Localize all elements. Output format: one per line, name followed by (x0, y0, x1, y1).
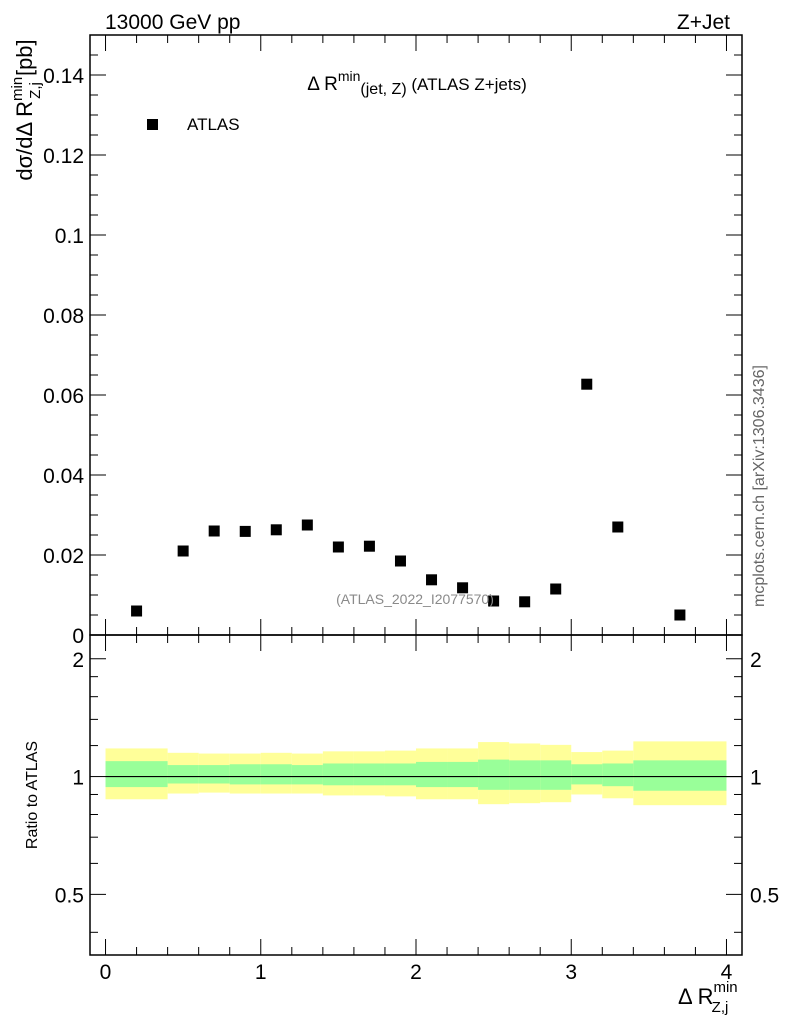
data-point (332, 541, 344, 553)
main-y-tick-label: 0.02 (43, 545, 84, 568)
green-band-bin (260, 764, 292, 785)
ratio-y-axis-label: Ratio to ATLAS (24, 741, 41, 849)
data-point (363, 540, 375, 552)
data-point (488, 595, 500, 607)
green-band-bin (353, 763, 385, 786)
ratio-y-tick-label-right: 1 (750, 767, 762, 790)
green-band-bin (478, 759, 510, 790)
main-y-tick-label: 0.1 (55, 225, 84, 248)
ratio-plot-panel: 0.5 0.5 1 1 2 2 0 1 2 3 4 Ratio to ATLAS Δ Rmin Z,… (24, 634, 779, 1016)
ratio-y-tick-label: 1 (72, 767, 84, 790)
ratio-y-tick-labels: 0.5 0.5 1 1 2 2 (55, 649, 779, 908)
side-source-label: mcplots.cern.ch [arXiv:1306.3436] (751, 365, 768, 607)
data-point (131, 605, 143, 617)
green-band-bin (447, 761, 479, 788)
x-axis-label: Δ Rmin Z,j (678, 979, 738, 1016)
ratio-y-tick-label-right: 0.5 (750, 884, 779, 907)
data-point (270, 524, 282, 536)
data-point (550, 583, 562, 595)
data-point (519, 596, 531, 608)
legend-marker-atlas (147, 119, 158, 130)
ratio-y-tick-label: 0.5 (55, 884, 84, 907)
main-y-tick-label: 0.06 (43, 385, 84, 408)
ratio-y-axis-ticks (90, 658, 742, 933)
data-point (674, 609, 686, 621)
main-y-tick-label: 0.14 (43, 65, 84, 88)
x-tick-label: 3 (565, 961, 577, 984)
main-y-tick-labels: 0 0.02 0.04 0.06 0.08 0.1 0.12 0.14 (43, 65, 84, 648)
data-point (612, 521, 624, 533)
green-band-bin (105, 761, 168, 788)
header-process-label: Z+Jet (677, 11, 730, 34)
data-point (426, 574, 438, 586)
main-y-tick-label: 0.04 (43, 465, 84, 488)
green-band-bin (540, 760, 572, 790)
main-x-axis-ticks (105, 35, 727, 635)
green-band-bin (384, 763, 416, 786)
header-energy-label: 13000 GeV pp (105, 11, 240, 34)
green-band-bin (322, 763, 354, 786)
legend: ATLAS (147, 115, 240, 134)
ratio-y-tick-label: 2 (72, 649, 84, 672)
green-band-bin (509, 760, 541, 790)
x-tick-label: 0 (100, 961, 112, 984)
data-point (177, 545, 189, 557)
data-point (301, 519, 313, 531)
green-band-bin (291, 765, 323, 785)
data-point (239, 525, 251, 537)
x-tick-label: 4 (721, 961, 733, 984)
legend-entry-atlas: ATLAS (187, 115, 240, 134)
green-band-bin (416, 761, 448, 788)
main-y-tick-label: 0.12 (43, 145, 84, 168)
analysis-watermark: (ATLAS_2022_I2077570) (336, 591, 494, 607)
main-y-tick-label: 0.08 (43, 305, 84, 328)
plot-title: Δ Rmin(jet, Z) (ATLAS Z+jets) (307, 68, 527, 98)
x-tick-label: 1 (255, 961, 267, 984)
main-plot-panel: 0 0.02 0.04 0.06 0.08 0.1 0.12 0.14 Δ Rmin(jet,… (9, 34, 743, 648)
atlas-data-points (131, 378, 686, 621)
ratio-y-tick-label-right: 2 (750, 649, 762, 672)
green-band-bin (198, 765, 230, 784)
green-band-bin (571, 764, 603, 785)
data-point (581, 378, 593, 390)
data-point (208, 525, 220, 537)
green-band-bin (167, 765, 199, 784)
data-point (457, 582, 469, 594)
x-tick-label: 2 (410, 961, 422, 984)
ratio-x-tick-labels: 0 1 2 3 4 (100, 961, 733, 984)
main-y-tick-label: 0 (72, 625, 84, 648)
ratio-uncertainty-bands (105, 741, 727, 806)
main-y-axis-ticks (90, 34, 742, 636)
green-band-bin (229, 764, 261, 785)
main-y-axis-label: dσ/dΔ RminZ,j [pb] (9, 39, 44, 180)
green-band-bin (602, 763, 634, 787)
green-band-bin (633, 760, 727, 791)
ratio-x-axis-ticks (105, 635, 727, 955)
data-point (394, 555, 406, 567)
